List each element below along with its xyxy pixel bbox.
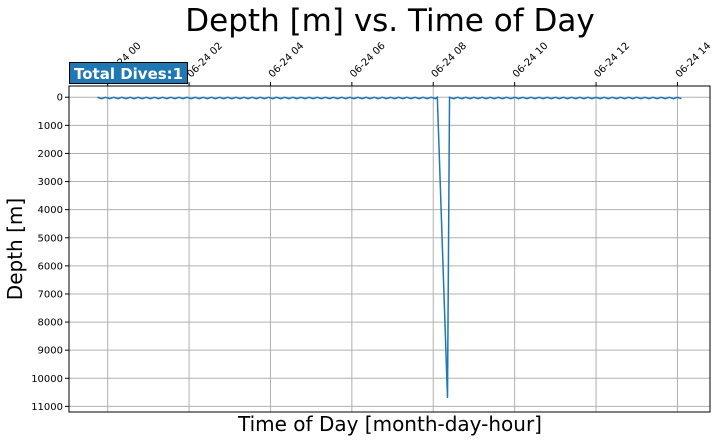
total-dives-badge: Total Dives:1 [69,62,189,84]
y-tick-label: 3000 [38,177,63,188]
plot-frame [68,85,711,413]
x-tick-label: 06-24 14 [674,41,714,81]
chart-title: Depth [m] vs. Time of Day [185,3,594,39]
x-tick-label: 06-24 10 [511,41,551,81]
x-tick-label: 06-24 08 [430,41,470,81]
x-tick-label: 06-24 06 [348,41,388,81]
y-tick-label: 9000 [38,346,63,357]
y-axis: 0 1000 2000 3000 4000 5000 6000 7000 8000 9000 100… [31,93,69,413]
plot-area [69,86,710,412]
y-tick-label: 4000 [38,205,63,216]
y-tick-label: 11000 [31,402,63,413]
x-axis-top: 06-24 00 06-24 02 06-24 04 06-24 06 06-24 08… [104,41,713,86]
y-axis-label: Depth [m] [3,198,27,300]
y-tick-label: 6000 [38,261,63,272]
depth-series-line [97,95,682,398]
y-tick-label: 5000 [38,233,63,244]
x-axis-label: Time of Day [month-day-hour] [237,412,542,436]
y-tick-label: 7000 [38,289,63,300]
grid [69,86,710,412]
y-tick-label: 2000 [38,149,63,160]
x-tick-label: 06-24 12 [592,41,632,81]
y-tick-label: 1000 [38,121,63,132]
y-tick-label: 8000 [38,318,63,329]
x-tick-label: 06-24 02 [185,41,225,81]
y-tick-label: 10000 [31,374,63,385]
y-tick-label: 0 [57,93,63,104]
x-tick-label: 06-24 04 [267,41,307,81]
